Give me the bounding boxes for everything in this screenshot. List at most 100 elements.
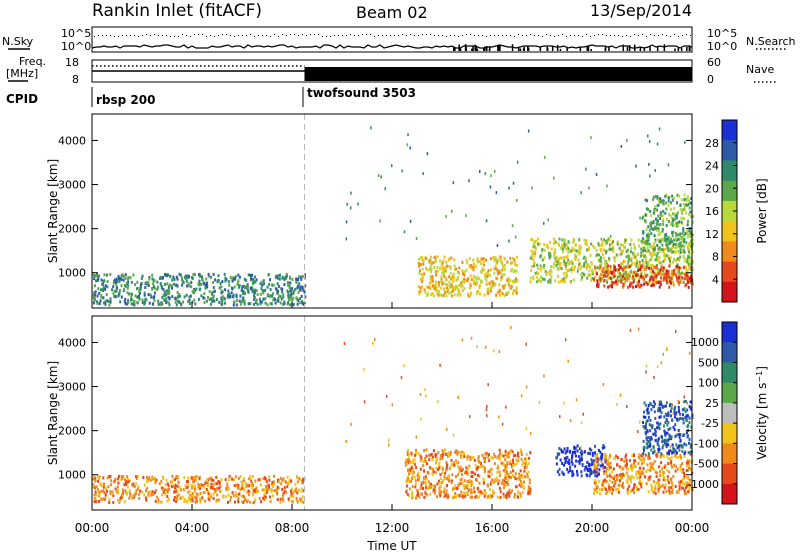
colorbar-swatch [722, 241, 737, 262]
range-cell [643, 266, 646, 270]
range-cell [563, 255, 566, 259]
range-cell [578, 447, 581, 451]
range-cell [680, 220, 683, 224]
range-cell [656, 442, 659, 446]
range-cell [482, 259, 485, 263]
range-cell [690, 232, 692, 236]
range-cell [689, 259, 692, 263]
range-cell [147, 281, 150, 285]
range-cell [657, 439, 660, 443]
range-cell [406, 477, 409, 481]
range-cell [626, 248, 629, 252]
range-cell [207, 272, 210, 276]
range-cell [419, 286, 422, 290]
range-cell [224, 279, 227, 283]
range-cell [668, 457, 671, 461]
range-cell [667, 257, 670, 261]
range-cell [189, 494, 192, 497]
range-cell [244, 485, 247, 489]
range-cell [645, 227, 648, 231]
range-cell [615, 280, 617, 284]
range-cell [650, 246, 653, 249]
range-cell [186, 284, 189, 288]
range-cell [563, 457, 566, 460]
range-cell [489, 493, 492, 497]
range-cell [494, 265, 497, 269]
range-cell [498, 415, 500, 419]
range-cell [429, 276, 432, 280]
range-cell [618, 246, 621, 250]
range-cell [428, 458, 431, 462]
range-cell [653, 375, 655, 379]
range-cell [654, 430, 657, 434]
range-cell [482, 477, 485, 481]
range-cell [126, 302, 129, 306]
range-cell [688, 466, 691, 470]
range-cell [679, 444, 682, 448]
range-cell [247, 493, 250, 497]
range-cell [643, 445, 646, 449]
nsearch-point [374, 36, 375, 37]
range-cell [683, 433, 686, 437]
range-cell [109, 273, 112, 276]
range-cell [675, 330, 677, 334]
range-cell [448, 475, 451, 479]
range-cell [406, 458, 409, 462]
range-cell [177, 493, 180, 497]
range-cell [123, 483, 126, 487]
range-cell [604, 274, 607, 278]
range-cell [406, 462, 409, 466]
range-cell [231, 279, 234, 283]
range-cell [264, 297, 267, 301]
range-cell [211, 297, 214, 301]
range-cell [453, 487, 456, 490]
range-cell [424, 480, 427, 484]
range-cell [272, 494, 275, 498]
range-cell [667, 242, 670, 246]
range-cell [513, 475, 516, 479]
range-cell [681, 449, 684, 453]
range-cell [483, 494, 486, 498]
range-cell [343, 341, 346, 345]
range-cell [418, 475, 421, 479]
range-cell [588, 463, 591, 467]
range-cell [662, 222, 665, 226]
range-cell [606, 490, 609, 493]
range-cell [292, 303, 295, 307]
range-cell [519, 492, 522, 496]
range-cell [486, 484, 489, 488]
range-cell [654, 225, 657, 229]
range-cell [420, 484, 423, 487]
range-cell [500, 275, 503, 279]
range-cell [614, 255, 617, 259]
range-cell [678, 432, 681, 436]
range-cell [553, 254, 556, 258]
range-cell [185, 480, 188, 484]
range-cell [374, 338, 376, 342]
range-cell [558, 262, 561, 266]
range-cell [685, 492, 687, 496]
range-cell [413, 475, 416, 479]
range-cell [618, 473, 621, 477]
range-cell [598, 267, 601, 271]
range-cell [538, 400, 541, 404]
range-cell [430, 293, 433, 297]
range-cell [122, 490, 125, 494]
range-cell [473, 265, 475, 269]
range-cell [425, 394, 427, 398]
range-cell [657, 203, 660, 207]
range-cell [495, 262, 498, 265]
range-cell [221, 280, 224, 284]
range-cell [171, 474, 174, 478]
range-cell [678, 194, 681, 198]
range-cell [117, 274, 120, 278]
range-cell [658, 403, 661, 407]
range-cell [103, 491, 106, 495]
range-cell [532, 277, 535, 281]
range-cell [377, 174, 380, 177]
range-cell [437, 284, 440, 288]
range-cell [93, 298, 96, 302]
range-cell [140, 283, 142, 287]
range-cell [543, 263, 546, 267]
range-cell [614, 481, 617, 485]
